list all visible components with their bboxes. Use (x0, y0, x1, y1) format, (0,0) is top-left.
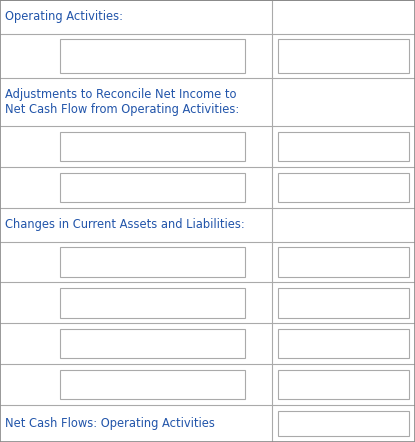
Bar (60, 132, 245, 161)
Bar (278, 329, 409, 358)
Bar (60, 39, 245, 72)
Bar (60, 248, 245, 277)
Text: Changes in Current Assets and Liabilities:: Changes in Current Assets and Liabilitie… (5, 218, 245, 231)
Bar (278, 173, 409, 202)
Bar (60, 173, 245, 202)
Bar (278, 370, 409, 399)
Bar (60, 288, 245, 318)
Text: Adjustments to Reconcile Net Income to
Net Cash Flow from Operating Activities:: Adjustments to Reconcile Net Income to N… (5, 88, 239, 116)
Text: Net Cash Flows: Operating Activities: Net Cash Flows: Operating Activities (5, 417, 215, 430)
Bar (278, 288, 409, 318)
Bar (278, 411, 409, 436)
Bar (278, 248, 409, 277)
Bar (278, 132, 409, 161)
Text: Operating Activities:: Operating Activities: (5, 10, 123, 23)
Bar (60, 370, 245, 399)
Bar (278, 39, 409, 72)
Bar (60, 329, 245, 358)
